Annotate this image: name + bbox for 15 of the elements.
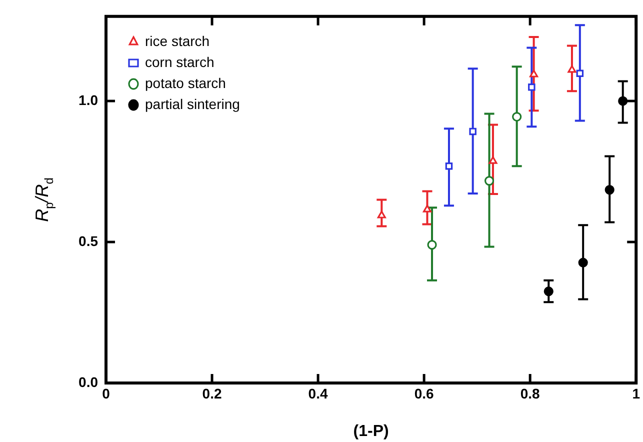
- x-tick-label: 0.4: [308, 385, 328, 402]
- x-tick-label: 0.6: [414, 385, 434, 402]
- legend-label: partial sintering: [145, 96, 240, 112]
- legend-label: rice starch: [145, 32, 210, 49]
- y-tick-label: 0.0: [78, 374, 98, 390]
- y-tick-label: 1.0: [78, 92, 98, 108]
- x-tick-label: 1: [632, 385, 640, 402]
- y-axis-title: Rp/Rd: [32, 178, 56, 222]
- x-tick-label: 0.2: [202, 385, 222, 402]
- y-tick-label: 0.5: [78, 232, 98, 249]
- x-tick-label: 0.8: [520, 385, 540, 402]
- x-tick-label: 0: [102, 385, 110, 402]
- x-axis-title: (1-P): [353, 423, 389, 440]
- legend-label: corn starch: [145, 54, 214, 70]
- legend-label: potato starch: [145, 74, 226, 91]
